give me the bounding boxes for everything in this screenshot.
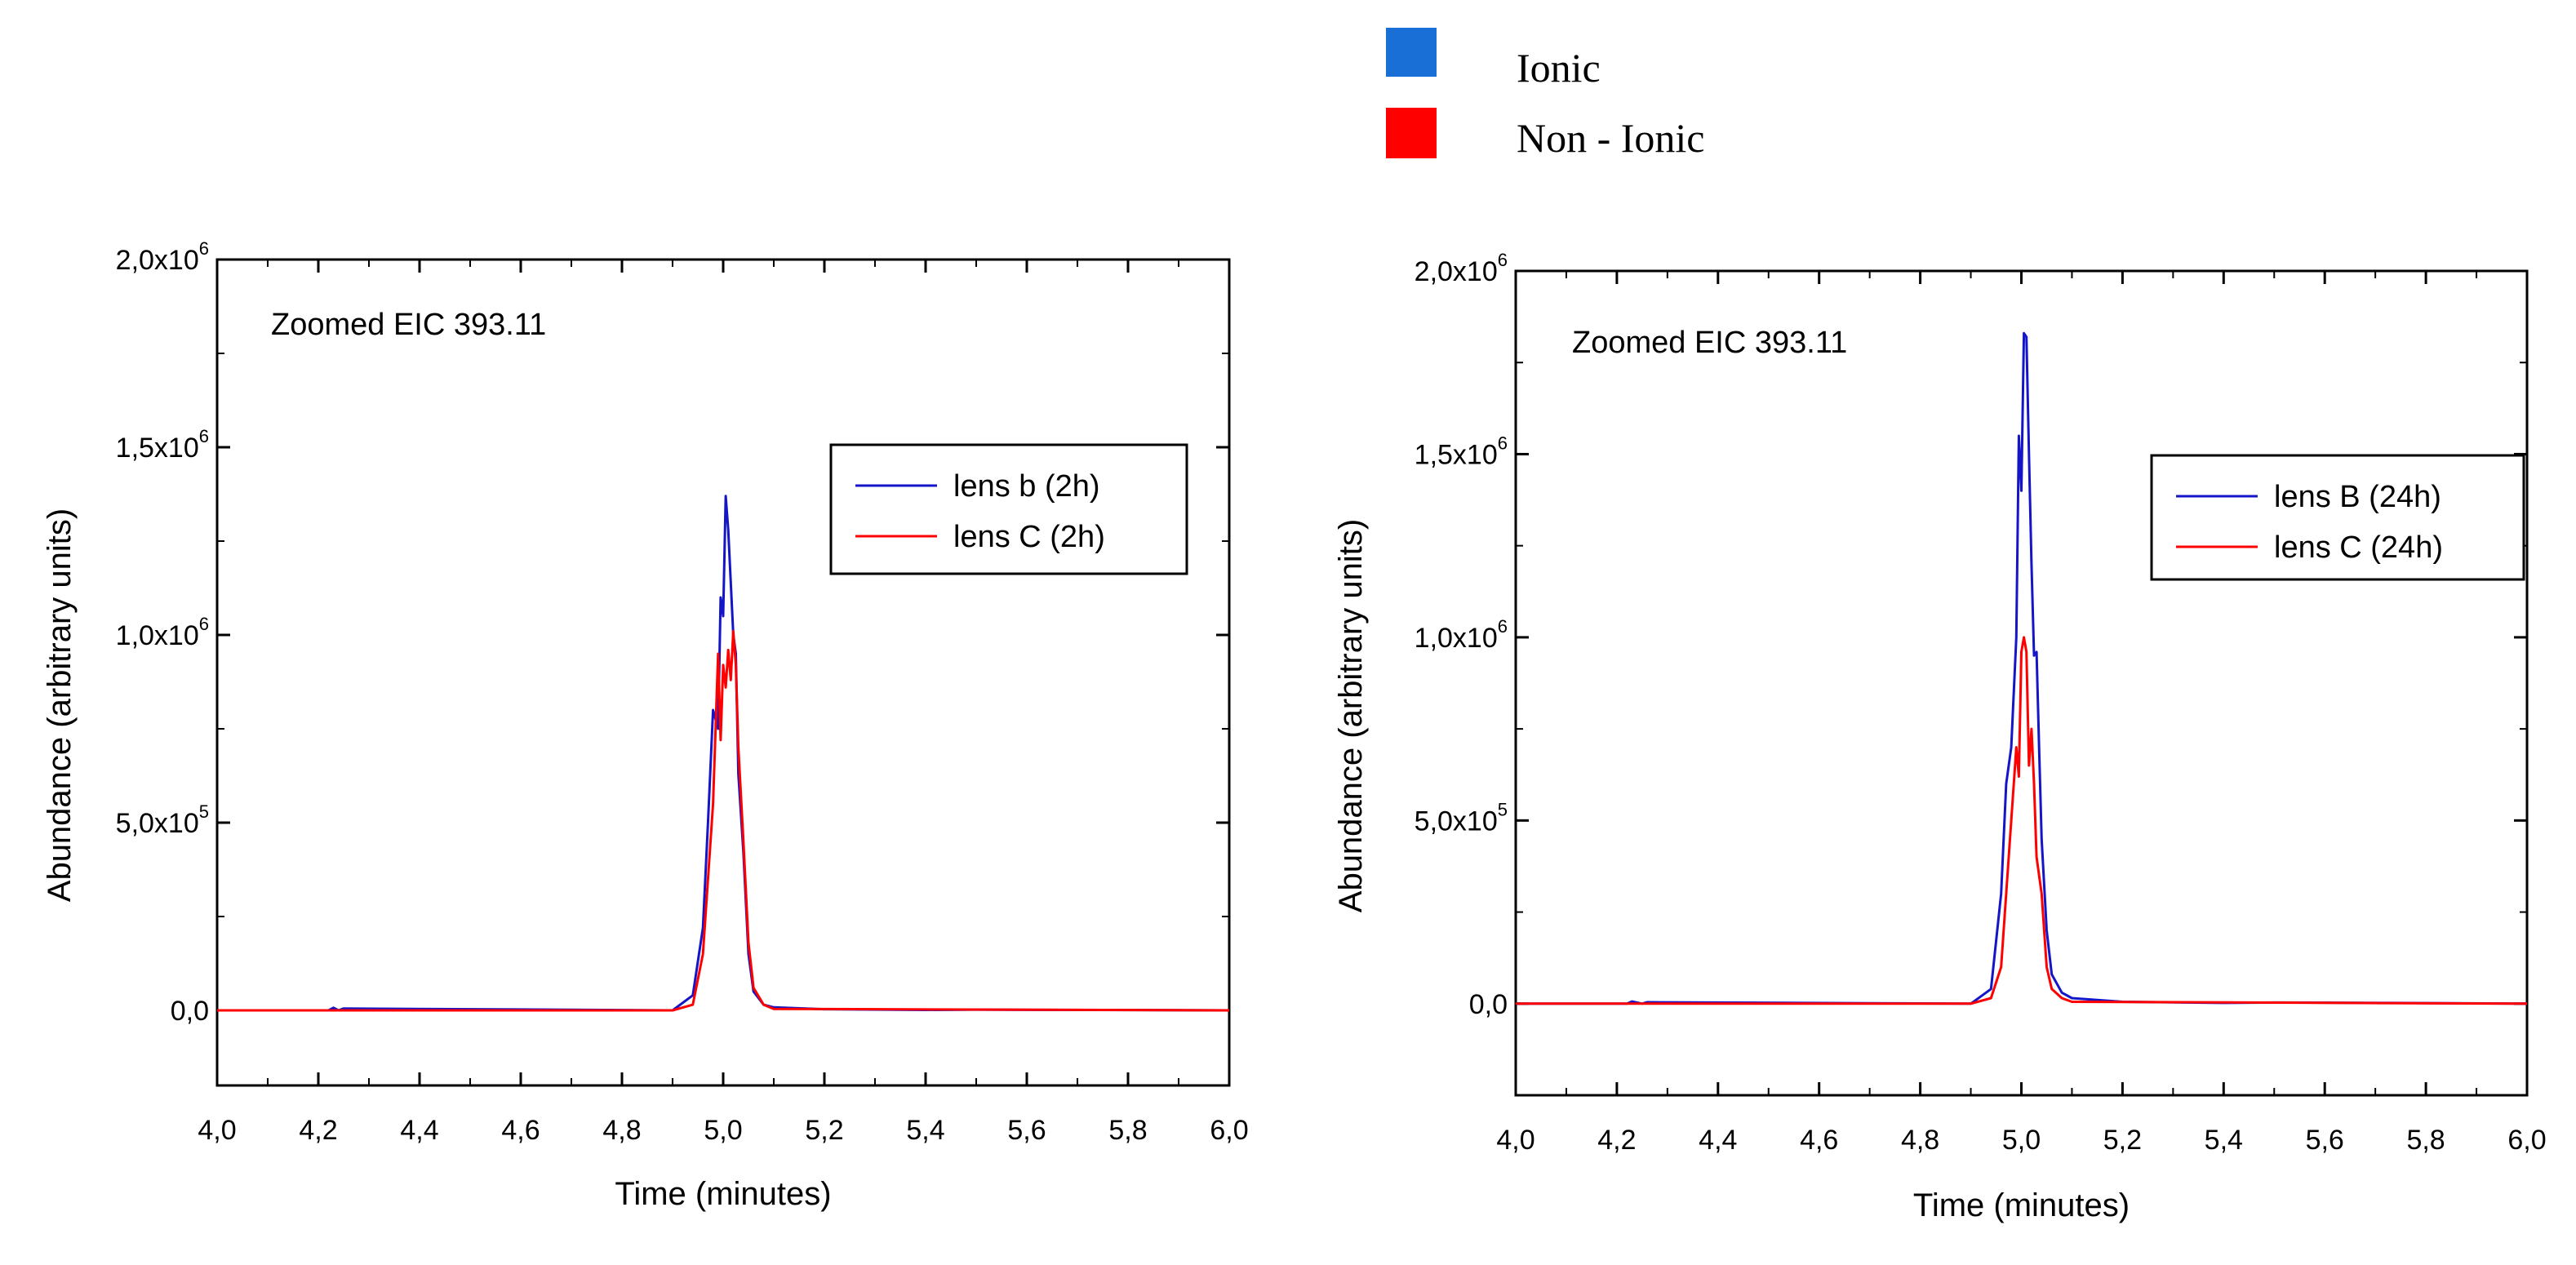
x-tick-label: 5,8 (2406, 1125, 2445, 1156)
chart-left: 4,0 4,2 4,4 4,6 4,8 5,0 5,2 5,4 5,6 5,8 6,0 0,0 5,0x… (42, 238, 1249, 1212)
x-tick-label: 5,6 (2306, 1125, 2344, 1156)
legend-entry-0: lens B (24h) (2274, 480, 2441, 514)
x-axis-label: Time (minutes) (1913, 1187, 2130, 1223)
x-tick-label: 4,8 (602, 1115, 641, 1146)
y-axis-label: Abundance (arbitrary units) (42, 508, 78, 902)
top-legend: Ionic Non - Ionic (1386, 28, 1705, 161)
x-tick-label: 5,4 (2205, 1125, 2243, 1156)
legend-label-ionic: Ionic (1517, 45, 1601, 91)
y-tick-label: 1,0x106 (1415, 616, 1508, 654)
x-tick-label: 6,0 (1210, 1115, 1248, 1146)
x-tick-label: 4,8 (1901, 1125, 1939, 1156)
chart-legend-box (829, 443, 1188, 575)
x-tick-label: 5,0 (704, 1115, 742, 1146)
y-tick-label: 2,0x106 (116, 238, 209, 276)
y-tick-label: 1,0x106 (116, 614, 209, 651)
y-tick-label: 2,0x106 (1415, 250, 1508, 287)
legend-entry-1: lens C (2h) (953, 520, 1105, 554)
x-tick-label: 4,4 (1699, 1125, 1737, 1156)
x-tick-label: 5,6 (1007, 1115, 1046, 1146)
x-tick-label: 4,6 (1800, 1125, 1838, 1156)
x-tick-label: 6,0 (2507, 1125, 2546, 1156)
y-tick-label: 0,0 (171, 996, 209, 1027)
chart-right: 4,0 4,2 4,4 4,6 4,8 5,0 5,2 5,4 5,6 5,8 6,0 0,0 5,0x… (1333, 250, 2547, 1223)
y-tick-label: 5,0x105 (1415, 799, 1508, 837)
series-line-1 (217, 629, 1229, 1012)
x-tick-label: 4,4 (400, 1115, 438, 1146)
x-tick-label: 4,0 (198, 1115, 236, 1146)
chart-legend-box (2150, 454, 2525, 581)
legend-swatch-non-ionic (1386, 108, 1437, 158)
x-tick-label: 5,4 (906, 1115, 944, 1146)
x-tick-label: 4,2 (1597, 1125, 1636, 1156)
legend-label-non-ionic: Non - Ionic (1517, 115, 1705, 161)
chart-annotation: Zoomed EIC 393.11 (271, 308, 546, 342)
y-tick-label: 0,0 (1469, 989, 1508, 1020)
legend-entry-1: lens C (24h) (2274, 530, 2443, 565)
x-tick-label: 5,2 (805, 1115, 843, 1146)
x-tick-label: 4,6 (501, 1115, 540, 1146)
x-tick-label: 4,2 (299, 1115, 337, 1146)
y-tick-label: 1,5x106 (1415, 433, 1508, 470)
x-tick-label: 5,2 (2103, 1125, 2142, 1156)
x-tick-label: 5,8 (1108, 1115, 1147, 1146)
legend-swatch-ionic (1386, 28, 1437, 77)
x-axis-label: Time (minutes) (615, 1176, 831, 1212)
series-line-1 (1516, 636, 2527, 1005)
y-tick-label: 1,5x106 (116, 426, 209, 464)
x-tick-label: 5,0 (2002, 1125, 2041, 1156)
y-tick-label: 5,0x105 (116, 801, 209, 839)
y-axis-label: Abundance (arbitrary units) (1333, 519, 1369, 912)
legend-entry-0: lens b (2h) (953, 469, 1100, 504)
chart-annotation: Zoomed EIC 393.11 (1572, 326, 1847, 360)
x-tick-label: 4,0 (1496, 1125, 1534, 1156)
